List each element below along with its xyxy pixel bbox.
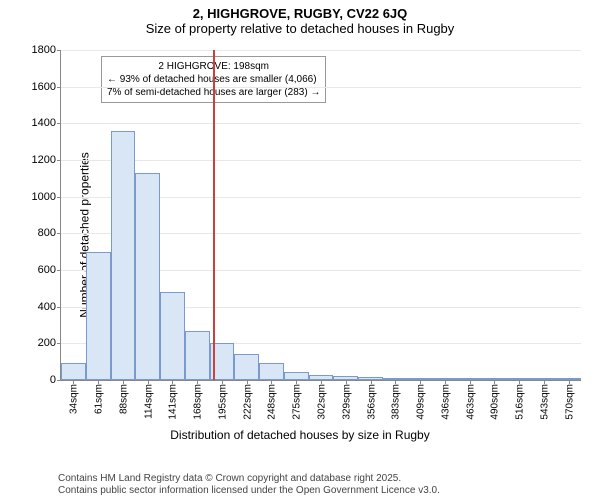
- xtick-label: 61sqm: [92, 384, 105, 414]
- xtick-label: 88sqm: [116, 384, 129, 414]
- gridline: [61, 50, 581, 51]
- marker-line: [213, 50, 215, 380]
- chart-title-line2: Size of property relative to detached ho…: [0, 21, 600, 40]
- histogram-bar: [259, 363, 284, 380]
- ytick-label: 200: [38, 337, 61, 349]
- xtick-label: 34sqm: [67, 384, 80, 414]
- plot-area: 2 HIGHGROVE: 198sqm ← 93% of detached ho…: [60, 50, 581, 381]
- histogram-bar: [86, 252, 111, 380]
- xtick-label: 463sqm: [463, 384, 476, 420]
- ytick-label: 1400: [32, 117, 61, 129]
- xtick-label: 543sqm: [537, 384, 550, 420]
- xtick-label: 356sqm: [364, 384, 377, 420]
- xtick-label: 302sqm: [315, 384, 328, 420]
- ytick-label: 1200: [32, 154, 61, 166]
- ytick-label: 800: [38, 227, 61, 239]
- xtick-label: 248sqm: [265, 384, 278, 420]
- xtick-label: 222sqm: [240, 384, 253, 420]
- histogram-bar: [135, 173, 160, 380]
- xtick-label: 114sqm: [141, 384, 154, 419]
- xtick-label: 383sqm: [389, 384, 402, 420]
- ytick-label: 1600: [32, 81, 61, 93]
- xtick-label: 570sqm: [562, 384, 575, 420]
- xtick-label: 516sqm: [513, 384, 526, 420]
- xtick-label: 141sqm: [166, 384, 179, 420]
- chart-title-line1: 2, HIGHGROVE, RUGBY, CV22 6JQ: [0, 0, 600, 21]
- histogram-bar: [61, 363, 86, 380]
- histogram-bar: [284, 372, 309, 380]
- attribution-line1: Contains HM Land Registry data © Crown c…: [58, 473, 401, 484]
- xtick-label: 168sqm: [191, 384, 204, 420]
- ytick-label: 400: [38, 301, 61, 313]
- ytick-label: 1000: [32, 191, 61, 203]
- chart-container: 2, HIGHGROVE, RUGBY, CV22 6JQ Size of pr…: [0, 0, 600, 500]
- xtick-label: 490sqm: [488, 384, 501, 420]
- gridline: [61, 160, 581, 161]
- xtick-label: 329sqm: [339, 384, 352, 420]
- histogram-bar: [111, 131, 136, 380]
- chart-area: Number of detached properties 2 HIGHGROV…: [0, 40, 600, 430]
- histogram-bar: [234, 354, 259, 380]
- xtick-label: 436sqm: [438, 384, 451, 420]
- x-axis-label: Distribution of detached houses by size …: [0, 428, 600, 442]
- ytick-label: 0: [50, 374, 61, 386]
- histogram-bar: [160, 292, 185, 380]
- gridline: [61, 123, 581, 124]
- xtick-label: 195sqm: [215, 384, 228, 420]
- ytick-label: 1800: [32, 44, 61, 56]
- attribution-line2: Contains public sector information licen…: [58, 485, 440, 496]
- ytick-label: 600: [38, 264, 61, 276]
- gridline: [61, 87, 581, 88]
- xtick-label: 409sqm: [414, 384, 427, 420]
- xtick-label: 275sqm: [290, 384, 303, 420]
- histogram-bar: [185, 331, 210, 381]
